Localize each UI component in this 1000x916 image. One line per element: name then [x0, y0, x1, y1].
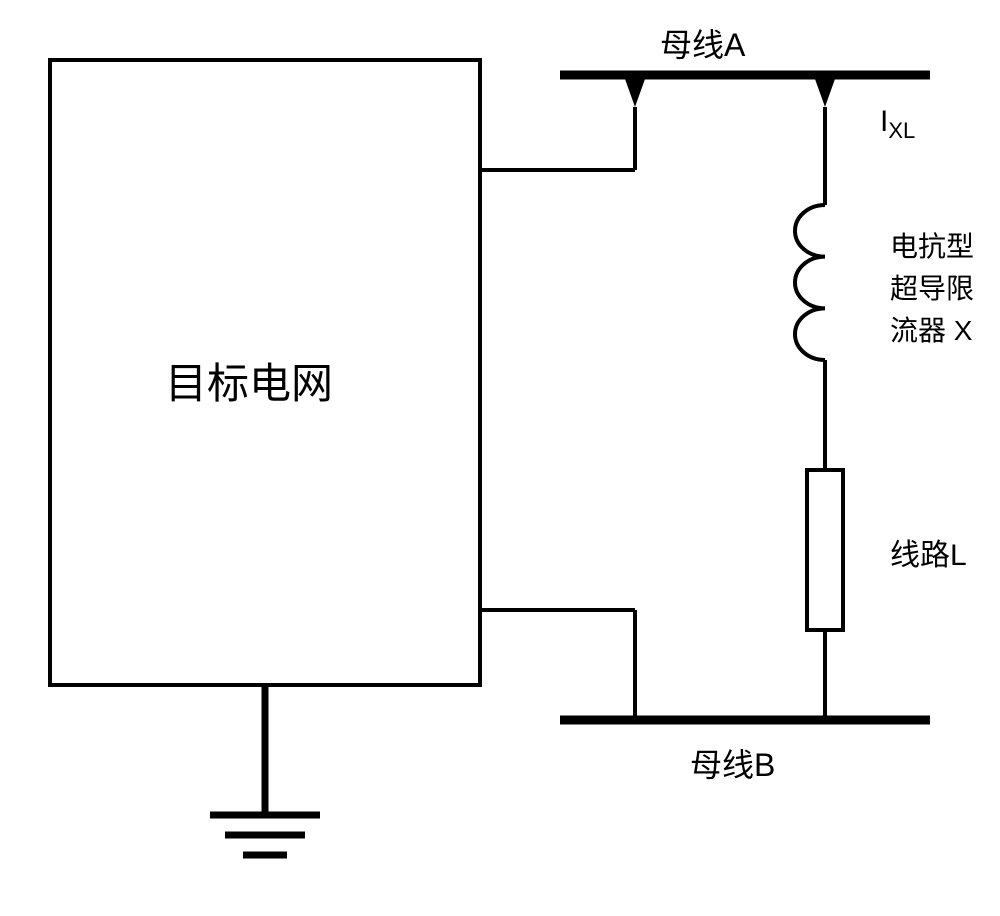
reactor-label-line: 超导限	[890, 267, 974, 307]
diagram-svg	[0, 0, 1000, 911]
reactor-label-line: 电抗型	[890, 225, 974, 265]
reactor-label-line: 流器 X	[890, 309, 972, 349]
line-label: 线路L	[890, 530, 967, 574]
grid-box-label: 目标电网	[165, 350, 333, 411]
bus-a-label: 母线A	[660, 20, 745, 66]
bus-b-label: 母线B	[690, 740, 775, 786]
circuit-diagram: 目标电网 母线A 母线B IXL 电抗型超导限流器 X 线路L	[0, 0, 1000, 911]
current-label: IXL	[880, 105, 915, 144]
